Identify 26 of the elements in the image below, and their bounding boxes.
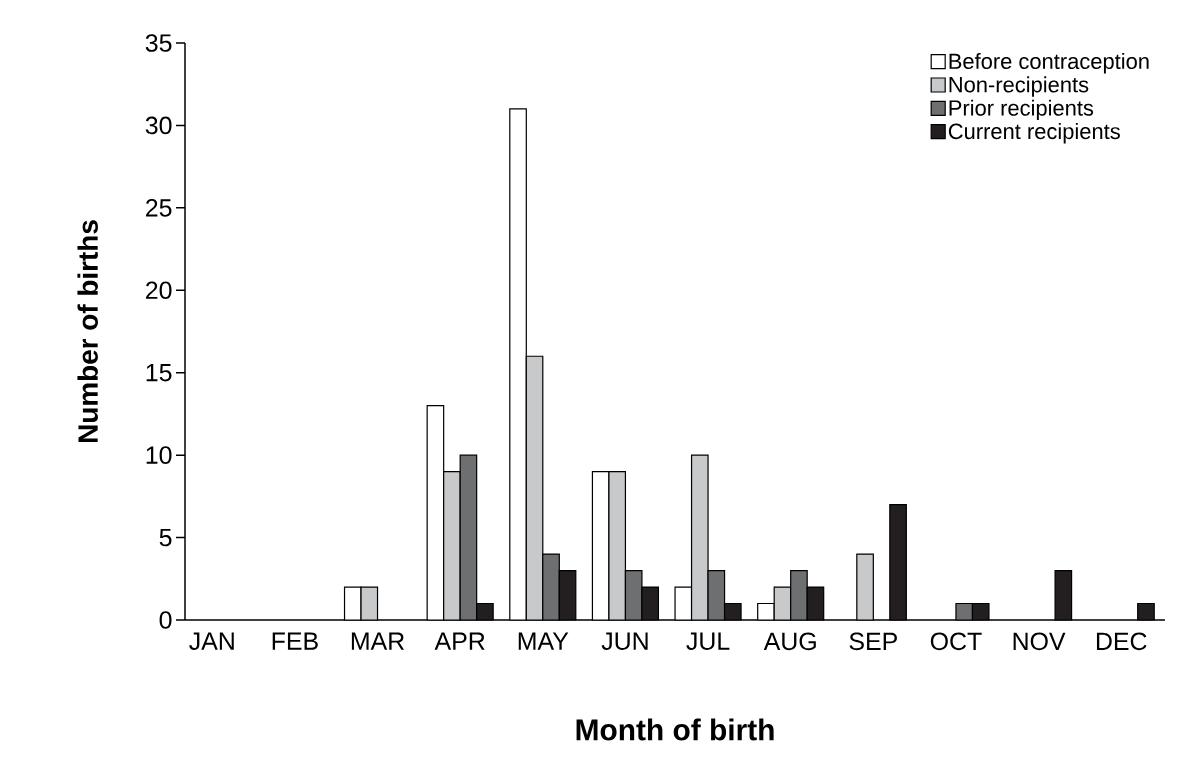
x-tick-label: JUN: [601, 632, 648, 650]
y-axis-title: Number of births: [77, 220, 98, 442]
x-tick-label: MAR: [351, 632, 405, 650]
legend-label: Current recipients: [948, 123, 1120, 144]
y-tick-label: 30: [145, 116, 172, 135]
y-tick-label: 15: [146, 364, 172, 382]
x-tick-label: SEP: [849, 632, 897, 651]
x-tick-label: APR: [434, 632, 485, 650]
y-tick-label: 35: [145, 34, 172, 52]
legend-label: Before contraception: [949, 52, 1149, 74]
x-axis-title: Month of birth: [576, 718, 774, 741]
y-tick-label: 25: [146, 199, 172, 217]
x-tick-label: JUL: [686, 632, 730, 650]
x-tick-label: JAN: [189, 632, 234, 650]
x-tick-label: NOV: [1013, 632, 1066, 651]
legend-label: Prior recipients: [949, 99, 1094, 121]
y-tick-label: 20: [146, 281, 172, 300]
y-tick-label: 5: [159, 528, 172, 547]
x-tick-label: FEB: [272, 632, 318, 650]
x-tick-label: OCT: [930, 632, 982, 651]
legend-label: Non-recipients: [949, 76, 1089, 97]
x-tick-label: MAY: [518, 632, 569, 650]
x-tick-label: DEC: [1096, 632, 1147, 651]
y-tick-label: 10: [146, 446, 172, 464]
x-tick-label: AUG: [763, 632, 816, 651]
y-tick-label: 0: [159, 611, 172, 629]
